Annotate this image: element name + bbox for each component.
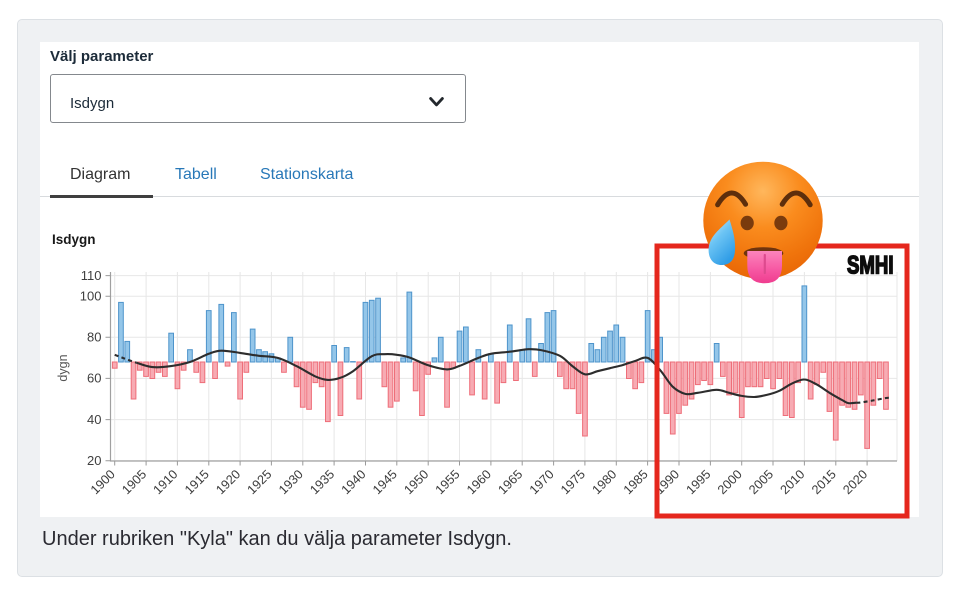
svg-text:SMHI: SMHI xyxy=(847,252,894,280)
svg-text:1925: 1925 xyxy=(245,467,275,497)
svg-text:1950: 1950 xyxy=(401,467,431,497)
svg-text:2015: 2015 xyxy=(809,467,839,497)
svg-text:1930: 1930 xyxy=(276,467,306,497)
svg-text:1935: 1935 xyxy=(307,467,337,497)
svg-text:1995: 1995 xyxy=(684,467,714,497)
svg-text:2000: 2000 xyxy=(715,467,745,497)
svg-text:2010: 2010 xyxy=(778,467,808,497)
svg-text:1955: 1955 xyxy=(433,467,463,497)
svg-text:1960: 1960 xyxy=(464,467,494,497)
svg-text:1945: 1945 xyxy=(370,467,400,497)
svg-text:1910: 1910 xyxy=(151,467,181,497)
svg-text:1940: 1940 xyxy=(339,467,369,497)
svg-text:1975: 1975 xyxy=(558,467,588,497)
svg-text:110: 110 xyxy=(81,268,102,283)
svg-text:80: 80 xyxy=(87,330,101,345)
svg-text:1905: 1905 xyxy=(119,467,149,497)
svg-text:2020: 2020 xyxy=(840,467,870,497)
svg-text:1900: 1900 xyxy=(88,467,118,497)
svg-text:1970: 1970 xyxy=(527,467,557,497)
svg-text:100: 100 xyxy=(80,289,102,304)
svg-text:2005: 2005 xyxy=(746,467,776,497)
svg-text:60: 60 xyxy=(87,371,101,386)
svg-text:40: 40 xyxy=(87,412,101,427)
svg-text:1965: 1965 xyxy=(495,467,525,497)
svg-text:1985: 1985 xyxy=(621,467,651,497)
svg-text:20: 20 xyxy=(87,453,101,468)
svg-text:1980: 1980 xyxy=(590,467,620,497)
svg-text:1920: 1920 xyxy=(213,467,243,497)
svg-text:1915: 1915 xyxy=(182,467,212,497)
svg-text:dygn: dygn xyxy=(56,354,70,381)
